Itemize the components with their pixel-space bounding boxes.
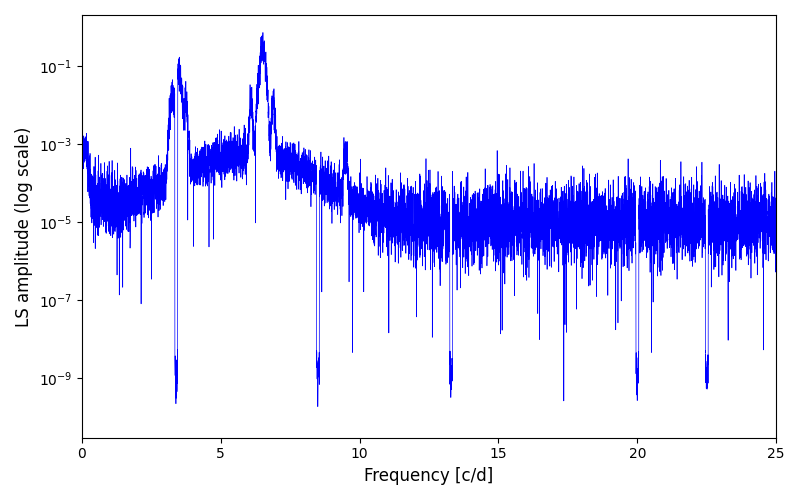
Y-axis label: LS amplitude (log scale): LS amplitude (log scale)	[15, 126, 33, 326]
X-axis label: Frequency [c/d]: Frequency [c/d]	[364, 467, 494, 485]
